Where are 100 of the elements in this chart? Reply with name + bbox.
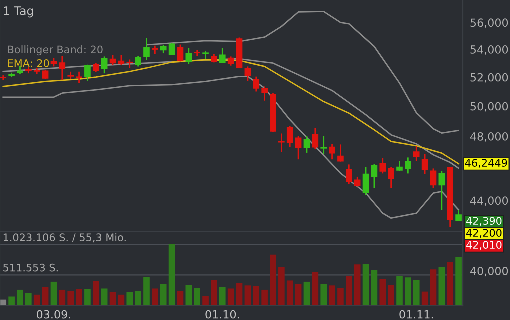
candlestick — [329, 143, 336, 160]
bar — [135, 291, 142, 306]
candlestick — [278, 133, 285, 153]
candlestick — [101, 56, 108, 74]
bar — [76, 289, 82, 306]
text: 42,390 — [466, 217, 502, 226]
candlestick — [380, 158, 386, 174]
candlestick — [422, 154, 428, 176]
bar — [320, 284, 328, 306]
bar — [17, 290, 24, 306]
candlestick — [76, 71, 82, 84]
bar — [371, 270, 378, 306]
candlestick — [338, 144, 344, 163]
bar — [413, 280, 420, 306]
bar — [346, 276, 352, 306]
text: 42,200 — [466, 229, 502, 238]
candlestick — [295, 136, 302, 160]
bar — [278, 267, 285, 306]
x-tick-label: 01.10. — [206, 310, 240, 319]
bar — [396, 276, 403, 306]
text: 42,010 — [466, 241, 502, 250]
candlestick — [186, 48, 192, 65]
bar — [68, 291, 74, 306]
series-label: EMA: 20 — [8, 59, 50, 68]
bar — [447, 262, 454, 306]
y-tick-label: 48,000 — [470, 132, 508, 142]
bar — [422, 292, 428, 306]
y-tick-label: 44,000 — [470, 196, 508, 206]
text: 1 Tag — [4, 6, 34, 18]
bar — [8, 296, 15, 306]
y-tick-label: 56,000 — [470, 18, 508, 28]
candlestick — [110, 54, 116, 66]
candlestick — [438, 170, 446, 212]
y-tick-label: 40,000 — [470, 267, 508, 277]
data-label: 46,2449 — [465, 159, 508, 168]
candlestick — [371, 163, 378, 190]
candlestick — [202, 50, 209, 60]
bar — [126, 292, 134, 306]
candlestick — [456, 210, 462, 222]
bar — [168, 244, 176, 306]
bar — [430, 270, 437, 306]
bar — [59, 290, 66, 306]
candlestick — [42, 70, 49, 80]
bar — [295, 284, 302, 306]
bar — [118, 294, 125, 306]
candlestick — [312, 128, 319, 150]
bar — [42, 288, 49, 306]
bar — [177, 291, 184, 306]
candlestick — [118, 54, 125, 66]
x-tick-label: 01.11. — [400, 310, 434, 319]
bar — [338, 288, 344, 306]
bar — [244, 286, 252, 306]
candlestick — [362, 166, 370, 196]
bar — [194, 288, 201, 306]
candlestick — [177, 44, 184, 62]
candlestick — [430, 168, 437, 190]
bar — [219, 288, 226, 306]
candlestick — [228, 56, 234, 67]
y-tick-label: 50,000 — [470, 102, 508, 112]
bar — [380, 279, 386, 306]
candlestick — [304, 136, 310, 154]
candlestick — [396, 160, 403, 172]
bar — [186, 285, 192, 306]
bar — [304, 282, 310, 306]
bar — [405, 278, 412, 306]
y-tick-label: 52,000 — [470, 73, 508, 83]
bar — [228, 288, 234, 306]
bar — [329, 286, 336, 306]
bar — [456, 257, 462, 306]
bar — [50, 282, 58, 306]
candlestick — [346, 164, 352, 185]
candlestick — [84, 64, 91, 82]
bar — [270, 254, 276, 306]
bar — [253, 286, 260, 306]
y-tick-label: 54,000 — [470, 46, 508, 56]
candlestick — [413, 146, 420, 162]
bar — [84, 289, 91, 306]
candlestick — [262, 86, 268, 102]
candlestick — [219, 48, 226, 64]
bar — [26, 293, 32, 306]
line-series — [146, 11, 460, 134]
candlestick — [59, 55, 66, 81]
bar — [152, 288, 158, 306]
candlestick — [388, 166, 394, 190]
x-tick-label: 03.09. — [37, 310, 70, 319]
bar — [144, 277, 150, 306]
ref-line-label: 511.553 S. — [4, 264, 58, 272]
candlestick — [405, 157, 412, 174]
bar — [262, 290, 268, 306]
series-label: Bollinger Band: 20 — [8, 46, 103, 56]
bar — [160, 284, 167, 306]
bar — [101, 288, 108, 306]
bar — [110, 292, 116, 306]
bar — [34, 294, 40, 306]
candlestick — [320, 136, 328, 155]
bar — [312, 272, 319, 306]
candlestick — [135, 55, 142, 68]
bar — [388, 285, 394, 306]
candlestick — [244, 66, 252, 82]
bar — [211, 280, 218, 306]
